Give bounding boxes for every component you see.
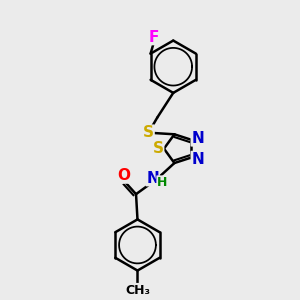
Text: CH₃: CH₃ bbox=[125, 284, 150, 296]
Text: F: F bbox=[149, 30, 159, 45]
Text: N: N bbox=[191, 131, 204, 146]
Text: N: N bbox=[146, 171, 159, 186]
Text: S: S bbox=[153, 141, 164, 156]
Text: H: H bbox=[157, 176, 167, 189]
Text: O: O bbox=[117, 168, 130, 183]
Text: N: N bbox=[191, 152, 204, 166]
Text: S: S bbox=[143, 125, 154, 140]
